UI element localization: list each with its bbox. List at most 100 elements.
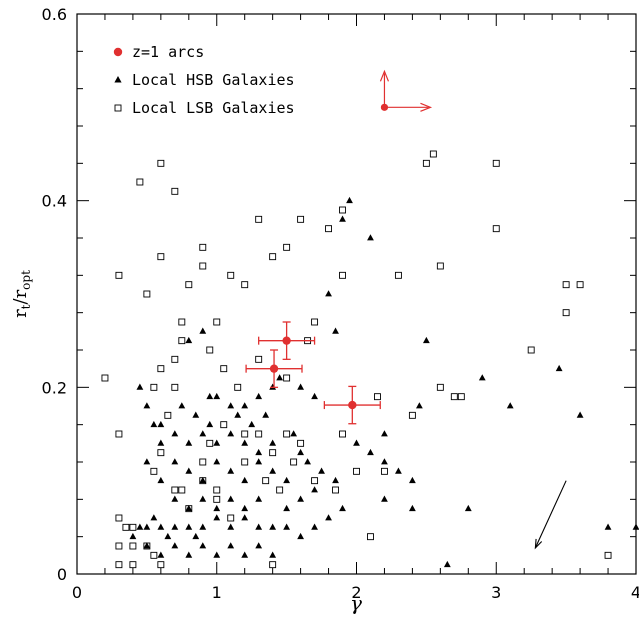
y-label-sub1: t (19, 304, 33, 309)
lsb-point (143, 290, 151, 298)
hsb-point (311, 486, 318, 493)
arc-point (348, 400, 357, 410)
hsb-point (409, 476, 416, 484)
lsb-point (562, 281, 570, 289)
direction-arrow (534, 480, 567, 549)
lsb-point (199, 262, 207, 270)
lsb-point (562, 309, 570, 317)
lsb-point (206, 439, 214, 447)
hsb-point (339, 504, 346, 512)
lsb-point (150, 467, 158, 475)
y-tick-label: 0.4 (42, 192, 67, 211)
lsb-point (150, 551, 158, 559)
arc-point (282, 336, 291, 345)
lsb-point (255, 215, 263, 223)
hsb-point (339, 215, 346, 222)
hsb-point (157, 551, 165, 558)
hsb-point (269, 551, 277, 558)
lsb-point (457, 393, 465, 401)
hsb-point (297, 495, 304, 502)
lsb-point (394, 271, 402, 279)
hsb-point (227, 542, 235, 549)
hsb-point (241, 439, 249, 446)
lsb-point (283, 374, 291, 382)
lsb-point (122, 523, 130, 531)
legend-label-arcs: z=1 arcs (132, 43, 204, 61)
lsb-point (311, 318, 319, 326)
hsb-point (192, 411, 200, 418)
hsb-point (185, 523, 193, 530)
hsb-point (164, 532, 172, 540)
hsb-point (255, 458, 263, 465)
hsb-point (255, 542, 263, 549)
legend-marker-hsb (114, 76, 122, 83)
hsb-point (143, 523, 151, 530)
lsb-point (185, 281, 193, 289)
lsb-point (283, 430, 291, 438)
hsb-point (632, 523, 639, 530)
hsb-point (297, 383, 304, 390)
lsb-point (178, 318, 186, 326)
hsb-point (185, 551, 193, 558)
lsb-point (171, 383, 179, 391)
y-tick-label: 0.6 (42, 5, 67, 24)
hsb-point (269, 383, 277, 390)
hsb-point (415, 402, 423, 409)
hsb-point (255, 523, 263, 530)
hsb-point (255, 448, 263, 456)
hsb-point (325, 514, 332, 521)
lsb-point (213, 486, 221, 494)
lsb-point (171, 486, 179, 494)
arc-point (269, 364, 279, 373)
lsb-point (234, 383, 242, 391)
hsb-point (283, 504, 291, 512)
lsb-point (241, 430, 249, 438)
hsb-point (367, 448, 374, 456)
hsb-point (206, 392, 214, 400)
hsb-point (576, 411, 584, 418)
hsb-point (241, 504, 249, 512)
lsb-point (115, 561, 123, 569)
hsb-point (213, 392, 221, 400)
hsb-point (283, 523, 291, 530)
lsb-point (213, 318, 221, 326)
hsb-point (143, 542, 151, 549)
hsb-point (171, 430, 179, 437)
hsb-point (157, 420, 165, 428)
hsb-point (318, 467, 325, 474)
hsb-point (178, 402, 186, 409)
hsb-point (346, 196, 353, 204)
axis-tick-labels: 0 1 2 3 4 0 0.2 0.4 0.6 (42, 5, 639, 602)
hsb-point (171, 542, 179, 549)
lsb-point (367, 533, 374, 541)
hsb-point (199, 430, 207, 437)
hsb-point (555, 364, 563, 372)
hsb-point (283, 476, 291, 484)
hsb-point (290, 430, 298, 437)
hsb-point (478, 374, 486, 381)
hsb-point (269, 523, 277, 530)
hsb-point (192, 532, 200, 540)
lsb-point (164, 411, 172, 419)
x-tick-label: 2 (351, 583, 361, 602)
lsb-point (290, 458, 298, 466)
lsb-point (408, 411, 416, 419)
lsb-point (241, 458, 249, 466)
lsb-point (157, 365, 165, 373)
hsb-point (171, 458, 179, 465)
lsb-point (325, 225, 332, 233)
lsb-point (255, 430, 263, 438)
limit-arrowhead-up (379, 69, 390, 82)
x-tick-label: 0 (72, 583, 82, 602)
limit-arrowhead-right (420, 102, 433, 112)
hsb-point (227, 467, 235, 474)
lsb-point (297, 439, 305, 447)
annotations (379, 69, 567, 550)
hsb-point (241, 551, 249, 558)
hsb-point (604, 523, 612, 530)
lsb-point (450, 393, 458, 401)
hsb-point (143, 458, 151, 465)
lsb-point (171, 355, 179, 363)
x-tick-label: 3 (491, 583, 501, 602)
